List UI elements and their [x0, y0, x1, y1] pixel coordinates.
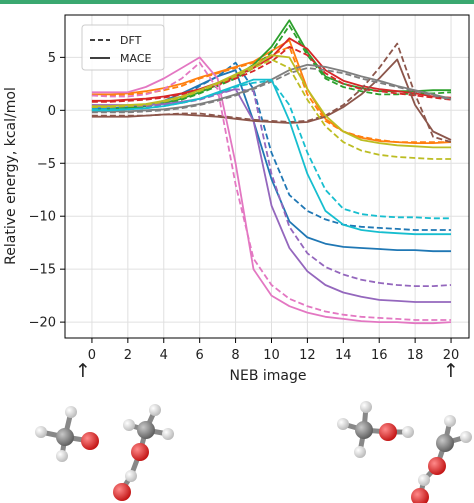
- x-tick-label: 16: [371, 348, 388, 363]
- y-tick-label: −20: [29, 316, 56, 331]
- mace-curve-8: [91, 54, 451, 149]
- methanol-dimer-start: [113, 404, 174, 501]
- x-axis-label: NEB image: [230, 368, 307, 384]
- legend-dft-label: DFT: [120, 34, 142, 47]
- dft-curve-3: [91, 45, 452, 103]
- accent-bar: [0, 0, 474, 4]
- x-tick-label: 20: [443, 348, 460, 363]
- neb-energy-chart: 0 2 4 6 8 10 12 14 16 18 20 −20 −15 −10 −5 0 5 NEB imag…: [3, 14, 470, 384]
- plot-frame: [64, 14, 470, 339]
- x-tick-label: 18: [407, 348, 424, 363]
- x-tick-label: 10: [263, 348, 280, 363]
- x-tick-label: 8: [231, 348, 239, 363]
- y-tick-label: −15: [29, 263, 56, 278]
- x-ticks: 0 2 4 6 8 10 12 14 16 18 20: [88, 338, 460, 363]
- x-tick-label: 14: [335, 348, 352, 363]
- x-tick-label: 6: [196, 348, 204, 363]
- start-arrow: ↑: [75, 360, 91, 382]
- x-tick-label: 2: [124, 348, 132, 363]
- y-axis-label: Relative energy, kcal/mol: [3, 87, 19, 265]
- y-tick-label: 5: [48, 51, 56, 66]
- mace-curve-6: [91, 56, 452, 325]
- mace-curve-3: [91, 37, 452, 102]
- y-ticks: −20 −15 −10 −5 0 5: [29, 51, 65, 331]
- dft-curve-0: [91, 61, 451, 231]
- dft-curve-4: [91, 88, 452, 287]
- x-tick-label: 0: [88, 348, 96, 363]
- y-tick-label: −10: [29, 210, 56, 225]
- grid: [65, 15, 469, 338]
- legend: DFT MACE: [81, 24, 165, 71]
- x-tick-label: 12: [299, 348, 316, 363]
- methoxy-molecule-end: [337, 401, 414, 458]
- methanol-dimer-end: [411, 415, 472, 503]
- legend-mace-label: MACE: [120, 52, 152, 65]
- methoxy-molecule-start: [35, 406, 99, 462]
- end-arrow: ↑: [443, 360, 459, 382]
- curves: [91, 19, 452, 325]
- y-tick-label: 0: [48, 104, 56, 119]
- dft-curve-6: [91, 61, 451, 321]
- mace-curve-9: [91, 78, 451, 236]
- x-tick-label: 4: [160, 348, 168, 363]
- y-tick-label: −5: [37, 157, 56, 172]
- dft-curve-2: [91, 24, 452, 112]
- mace-curve-5: [91, 58, 452, 141]
